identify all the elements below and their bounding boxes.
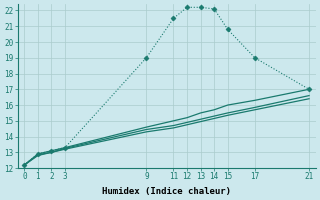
X-axis label: Humidex (Indice chaleur): Humidex (Indice chaleur) <box>102 187 231 196</box>
